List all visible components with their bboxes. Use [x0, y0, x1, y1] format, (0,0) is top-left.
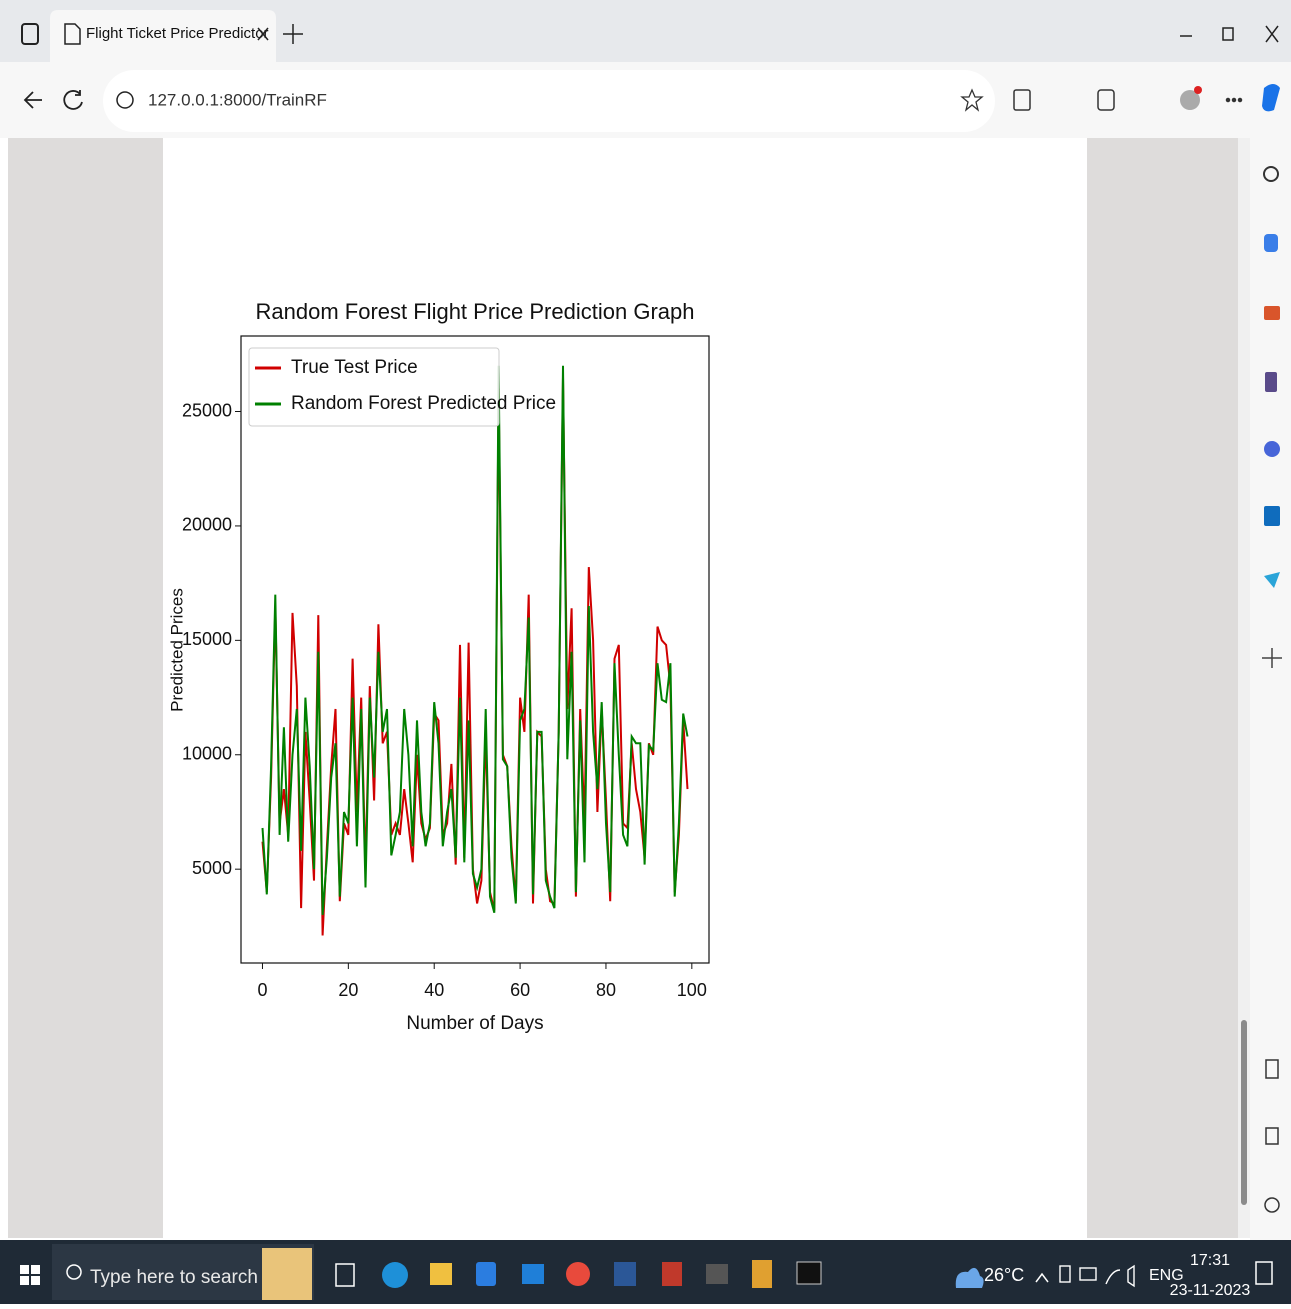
- clock-time[interactable]: 17:31: [1190, 1252, 1230, 1269]
- sidebar: [1250, 138, 1291, 1240]
- x-tick-label: 0: [257, 980, 267, 1000]
- legend-label: True Test Price: [291, 357, 418, 378]
- x-axis-label: Number of Days: [406, 1013, 543, 1034]
- chart-title: Random Forest Flight Price Prediction Gr…: [256, 299, 695, 324]
- tab-title: Flight Ticket Price Predictor: [86, 25, 269, 42]
- x-tick-label: 40: [424, 980, 444, 1000]
- x-tick-label: 80: [596, 980, 616, 1000]
- search-highlight: [262, 1248, 312, 1300]
- y-tick-label: 5000: [192, 858, 232, 878]
- scroll-thumb[interactable]: [1241, 1020, 1247, 1205]
- legend-label: Random Forest Predicted Price: [291, 393, 556, 414]
- weather[interactable]: 26°C: [984, 1265, 1024, 1285]
- y-tick-label: 20000: [182, 515, 232, 535]
- y-axis-label: Predicted Prices: [167, 588, 186, 712]
- x-tick-label: 60: [510, 980, 530, 1000]
- search-placeholder[interactable]: Type here to search: [90, 1267, 258, 1288]
- y-tick-label: 25000: [182, 400, 232, 420]
- url[interactable]: 127.0.0.1:8000/TrainRF: [148, 90, 327, 109]
- x-tick-label: 20: [338, 980, 358, 1000]
- screen: Flight Ticket Price Predictor 127.0.0.1:…: [0, 0, 1291, 1304]
- clock-date[interactable]: 23-11-2023: [1170, 1282, 1251, 1299]
- y-tick-label: 10000: [182, 744, 232, 764]
- x-tick-label: 100: [677, 980, 707, 1000]
- y-tick-label: 15000: [182, 629, 232, 649]
- page: Flight Ticket Price Predictor 127.0.0.1:…: [0, 0, 1291, 1304]
